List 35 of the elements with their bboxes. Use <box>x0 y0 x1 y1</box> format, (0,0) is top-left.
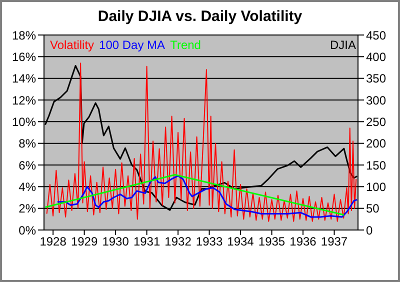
y-tick-label: 12% <box>12 93 36 108</box>
chart-title: Daily DJIA vs. Daily Volatility <box>96 8 304 25</box>
y-tick-label: 8% <box>18 136 36 151</box>
y2-tick-label: 0 <box>366 223 373 238</box>
y2-tick-label: 200 <box>366 136 386 151</box>
y2-tick-label: 450 <box>366 28 386 42</box>
text: Trend <box>170 38 201 52</box>
text: DJIA <box>330 38 356 52</box>
x-tick-label: 1929 <box>70 234 98 249</box>
text: 100 Day MA <box>99 38 166 52</box>
y2-tick-label: 350 <box>366 72 386 86</box>
series-label: Volatility <box>50 38 94 52</box>
x-tick-label: 1934 <box>227 234 254 249</box>
y-tick-label: 18% <box>12 28 36 42</box>
x-tick-label: 1932 <box>164 234 192 249</box>
y2-tick-label: 250 <box>366 114 386 129</box>
y-tick-label: 0% <box>18 223 36 238</box>
y2-tick-label: 300 <box>366 93 386 108</box>
x-tick-label: 1930 <box>102 234 130 249</box>
y2-tick-label: 50 <box>366 202 380 216</box>
x-tick-label: 1936 <box>290 234 317 249</box>
x-tick-label: 1928 <box>40 234 67 249</box>
y-tick-label: 6% <box>18 158 36 172</box>
x-tick-label: 1931 <box>133 234 160 249</box>
x-tick-label: 1933 <box>196 234 223 249</box>
y2-tick-label: 100 <box>366 180 386 194</box>
y-tick-label: 4% <box>18 180 36 194</box>
y-tick-label: 14% <box>12 72 36 86</box>
y2-tick-label: 150 <box>366 158 386 172</box>
y-tick-label: 2% <box>18 202 36 216</box>
y2-tick-label: 400 <box>366 50 386 64</box>
y-tick-label: 16% <box>12 50 36 64</box>
x-tick-label: 1935 <box>258 234 286 249</box>
y-tick-label: 10% <box>12 114 36 129</box>
x-tick-label: 1937 <box>320 234 348 249</box>
